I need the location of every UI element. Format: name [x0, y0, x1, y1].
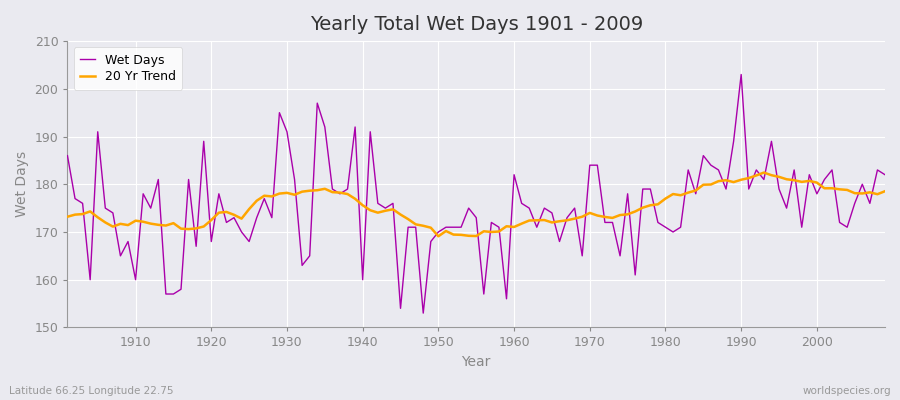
- 20 Yr Trend: [335, 190, 346, 195]
- 20 Yr Trend: [62, 214, 73, 219]
- Wet Days: [289, 177, 300, 182]
- Wet Days: [517, 201, 527, 206]
- Wet Days: [879, 172, 890, 177]
- Text: worldspecies.org: worldspecies.org: [803, 386, 891, 396]
- Wet Days: [62, 153, 73, 158]
- 20 Yr Trend: [608, 216, 618, 220]
- Text: Latitude 66.25 Longitude 22.75: Latitude 66.25 Longitude 22.75: [9, 386, 174, 396]
- Wet Days: [508, 172, 519, 177]
- 20 Yr Trend: [122, 223, 133, 228]
- 20 Yr Trend: [508, 224, 519, 229]
- 20 Yr Trend: [879, 189, 890, 194]
- X-axis label: Year: Year: [462, 355, 490, 369]
- Wet Days: [418, 311, 428, 316]
- Y-axis label: Wet Days: Wet Days: [15, 151, 29, 217]
- Legend: Wet Days, 20 Yr Trend: Wet Days, 20 Yr Trend: [74, 47, 182, 90]
- 20 Yr Trend: [433, 234, 444, 239]
- 20 Yr Trend: [517, 221, 527, 226]
- Line: 20 Yr Trend: 20 Yr Trend: [68, 172, 885, 236]
- Line: Wet Days: Wet Days: [68, 74, 885, 313]
- Wet Days: [335, 192, 346, 196]
- Wet Days: [122, 239, 133, 244]
- Title: Yearly Total Wet Days 1901 - 2009: Yearly Total Wet Days 1901 - 2009: [310, 15, 643, 34]
- 20 Yr Trend: [289, 192, 300, 197]
- 20 Yr Trend: [759, 170, 769, 175]
- Wet Days: [736, 72, 747, 77]
- Wet Days: [608, 220, 618, 225]
